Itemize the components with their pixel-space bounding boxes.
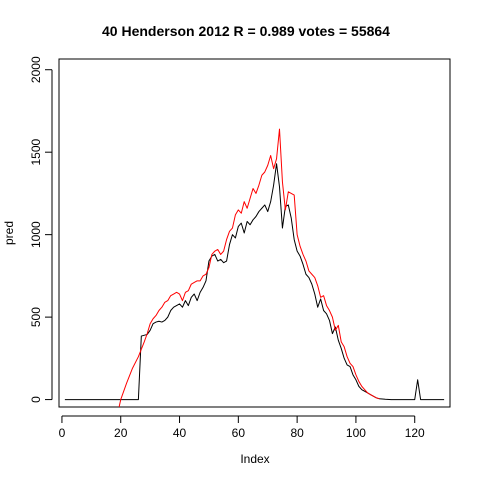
y-axis: 0 500 1000 1500 2000 <box>29 56 53 403</box>
x-axis: 0 20 40 60 80 100 120 <box>59 415 425 440</box>
x-tick-label: 20 <box>114 426 128 440</box>
y-tick-label: 500 <box>29 307 43 327</box>
series-layer <box>64 128 445 407</box>
y-tick-label: 1500 <box>29 139 43 166</box>
series-line-pred <box>118 128 380 407</box>
y-tick-label: 2000 <box>29 56 43 83</box>
x-tick-label: 40 <box>173 426 187 440</box>
y-tick-label: 0 <box>29 396 43 403</box>
y-tick-label: 1000 <box>29 221 43 248</box>
chart-title: 40 Henderson 2012 R = 0.989 votes = 5586… <box>102 23 390 39</box>
x-axis-label: Index <box>240 452 269 466</box>
plot-box <box>58 58 451 408</box>
x-tick-label: 100 <box>346 426 366 440</box>
x-tick-label: 60 <box>232 426 246 440</box>
x-tick-label: 120 <box>405 426 425 440</box>
x-tick-label: 80 <box>290 426 304 440</box>
series-line-actual <box>64 163 445 401</box>
x-tick-label: 0 <box>59 426 66 440</box>
y-axis-label: pred <box>2 221 16 245</box>
